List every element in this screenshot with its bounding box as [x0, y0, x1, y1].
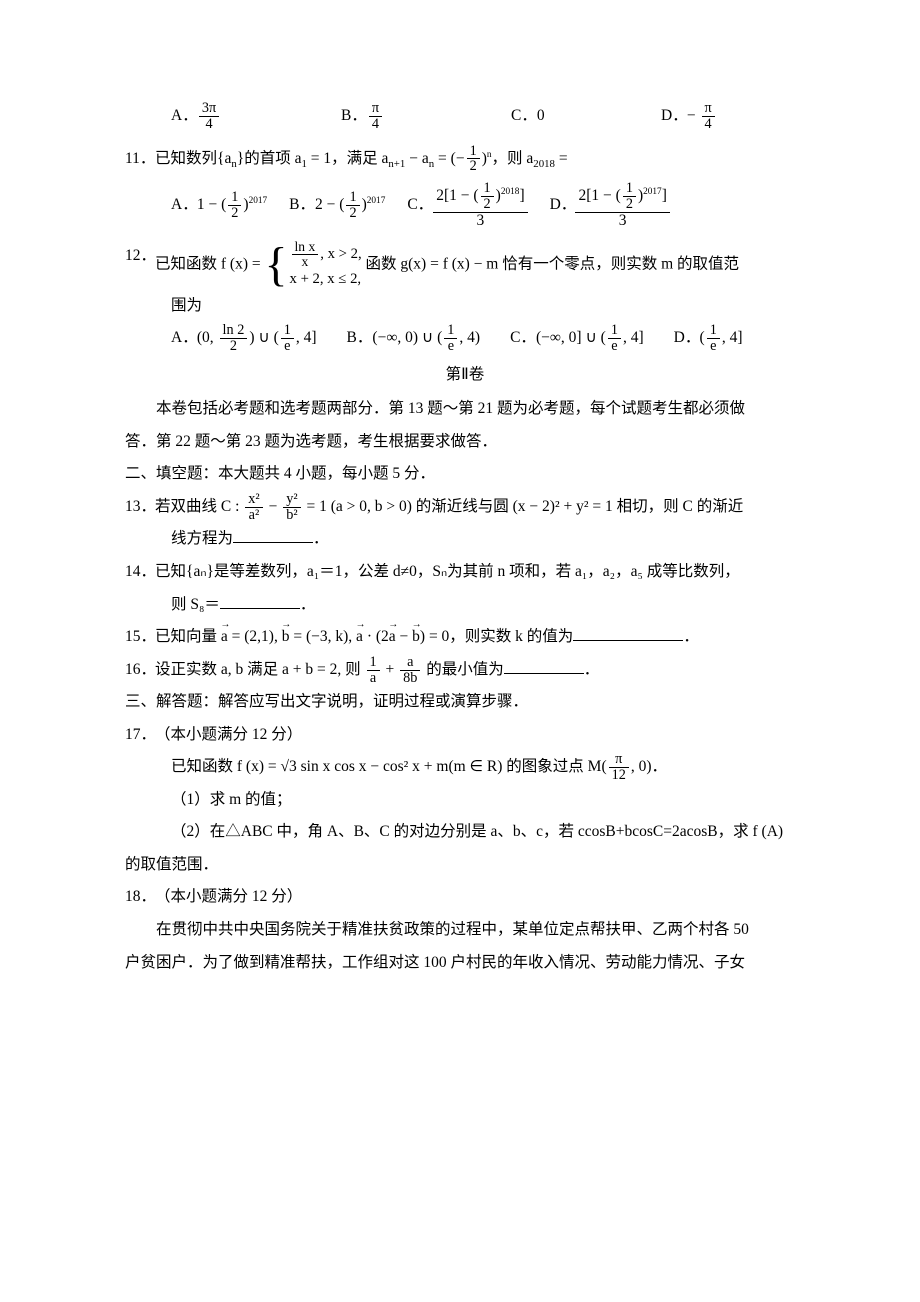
- q15-number: 15．: [125, 621, 155, 654]
- q14-blank: [220, 594, 300, 609]
- exam-page: A． 3π 4 B． π 4 C． 0 D． − π 4 11: [0, 0, 920, 1302]
- q14: 14． 已知{aₙ}是等差数列，a₁＝1，公差 d≠0，Sₙ为其前 n 项和，若…: [125, 556, 805, 589]
- q10-opt-a: A． 3π 4: [171, 100, 341, 133]
- q11: 11． 已知数列{an}的首项 a1 = 1，满足 an+1 − an = (−…: [125, 143, 805, 176]
- q12: 12． 已知函数 f (x) = { ln xx, x > 2, x + 2, …: [125, 240, 805, 290]
- q11-opt-d: D． 2[1 − (12)2017] 3: [550, 181, 670, 229]
- q10-opt-b: B． π 4: [341, 100, 511, 133]
- q17: 17． （本小题满分 12 分）: [125, 719, 805, 752]
- q18-number: 18．: [125, 881, 155, 914]
- q11-opt-b: B． 2 − (12)2017: [289, 189, 385, 222]
- q15-body: 已知向量 a = (2,1), b = (−3, k), a · (2a − b…: [155, 621, 805, 654]
- section2-desc-line1: 本卷包括必考题和选考题两部分．第 13 题～第 21 题为必考题，每个试题考生都…: [125, 393, 805, 426]
- q15-blank: [573, 626, 683, 641]
- q18-title: （本小题满分 12 分）: [155, 881, 805, 914]
- q17-title: （本小题满分 12 分）: [155, 719, 805, 752]
- q12-opt-c: C． (−∞, 0] ∪ (1e, 4]: [510, 322, 644, 355]
- q11-stem: 已知数列{an}的首项 a1 = 1，满足 an+1 − an = (−12)n…: [155, 143, 805, 176]
- q15: 15． 已知向量 a = (2,1), b = (−3, k), a · (2a…: [125, 621, 805, 654]
- q17-line1: 已知函数 f (x) = √3 sin x cos x − cos² x + m…: [171, 751, 805, 784]
- q14-line2: 则 S₈＝．: [171, 589, 805, 622]
- piecewise-brace: { ln xx, x > 2, x + 2, x ≤ 2,: [264, 240, 361, 290]
- q16-body: 设正实数 a, b 满足 a + b = 2, 则 1a + a8b 的最小值为…: [155, 654, 805, 687]
- q12-opt-b: B． (−∞, 0) ∪ (1e, 4): [347, 322, 481, 355]
- q14-number: 14．: [125, 556, 155, 589]
- q17-number: 17．: [125, 719, 155, 752]
- q10-options: A． 3π 4 B． π 4 C． 0 D． − π 4: [171, 100, 805, 133]
- q14-body: 已知{aₙ}是等差数列，a₁＝1，公差 d≠0，Sₙ为其前 n 项和，若 a₁，…: [155, 556, 805, 589]
- q16: 16． 设正实数 a, b 满足 a + b = 2, 则 1a + a8b 的…: [125, 654, 805, 687]
- q13-body: 若双曲线 C : x²a² − y²b² = 1 (a > 0, b > 0) …: [155, 491, 805, 524]
- q16-blank: [504, 659, 584, 674]
- q17-part1: （1）求 m 的值；: [171, 784, 805, 817]
- q12-opt-a: A． (0, ln 22) ∪ (1e, 4]: [171, 322, 317, 355]
- q13-blank: [233, 529, 313, 544]
- section2-title: 第Ⅱ卷: [125, 359, 805, 392]
- q17-part2-a: （2）在△ABC 中，角 A、B、C 的对边分别是 a、b、c，若 ccosB+…: [171, 816, 805, 849]
- q18-line2: 户贫困户．为了做到精准帮扶，工作组对这 100 户村民的年收入情况、劳动能力情况…: [125, 947, 805, 980]
- q17-part2-b: 的取值范围．: [125, 849, 805, 882]
- q12-opt-d: D． (1e, 4]: [674, 322, 743, 355]
- q18-line1: 在贯彻中共中央国务院关于精准扶贫政策的过程中，某单位定点帮扶甲、乙两个村各 50: [125, 914, 805, 947]
- q10-opt-c: C． 0: [511, 100, 661, 133]
- fill-heading: 二、填空题：本大题共 4 小题，每小题 5 分．: [125, 458, 805, 491]
- q11-opt-c: C． 2[1 − (12)2018] 3: [407, 181, 527, 229]
- q16-number: 16．: [125, 654, 155, 687]
- q11-number: 11．: [125, 143, 155, 176]
- q11-options: A． 1 − (12)2017 B． 2 − (12)2017 C． 2[1 −…: [171, 181, 805, 229]
- q12-number: 12．: [125, 240, 155, 273]
- q12-stem-cont: 围为: [171, 290, 805, 323]
- q10-opt-d: D． − π 4: [661, 100, 811, 133]
- q13-line2: 线方程为．: [171, 523, 805, 556]
- q13: 13． 若双曲线 C : x²a² − y²b² = 1 (a > 0, b >…: [125, 491, 805, 524]
- section2-desc-line2: 答．第 22 题～第 23 题为选考题，考生根据要求做答．: [125, 426, 805, 459]
- q18: 18． （本小题满分 12 分）: [125, 881, 805, 914]
- q13-number: 13．: [125, 491, 155, 524]
- q12-stem: 已知函数 f (x) = { ln xx, x > 2, x + 2, x ≤ …: [155, 240, 805, 290]
- answer-heading: 三、解答题：解答应写出文字说明，证明过程或演算步骤．: [125, 686, 805, 719]
- q12-options: A． (0, ln 22) ∪ (1e, 4] B． (−∞, 0) ∪ (1e…: [171, 322, 805, 355]
- q11-opt-a: A． 1 − (12)2017: [171, 189, 267, 222]
